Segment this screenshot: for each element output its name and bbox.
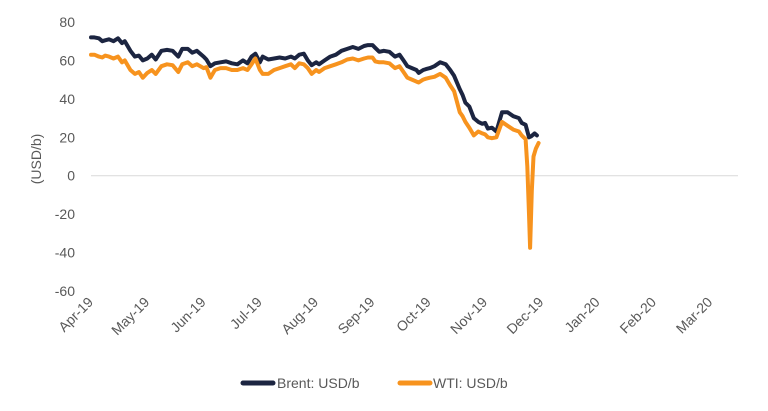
x-tick-labels: Apr-19 May-19 Jun-19 Jul-19 Aug-19 Sep-19 Oct-… <box>55 294 715 338</box>
x-tick-label: Mar-20 <box>673 294 716 337</box>
x-tick-label: Feb-20 <box>616 294 659 337</box>
x-tick-label: Jul-19 <box>227 294 265 332</box>
legend-item-brent: Brent: USD/b <box>240 375 360 391</box>
y-tick-label: -60 <box>55 283 75 299</box>
series-lines <box>89 35 541 250</box>
x-tick-label: Apr-19 <box>55 294 96 335</box>
y-tick-label: 20 <box>59 129 75 145</box>
x-tick-label: Dec-19 <box>503 294 546 337</box>
legend-label: Brent: USD/b <box>277 375 360 391</box>
x-tick-label: Sep-19 <box>334 294 377 337</box>
y-tick-label: 0 <box>67 168 75 184</box>
legend-label: WTI: USD/b <box>433 375 508 391</box>
y-axis-title: (USD/b) <box>28 134 44 185</box>
legend: Brent: USD/b WTI: USD/b <box>240 375 508 391</box>
y-tick-labels: -60 -40 -20 0 20 40 60 80 <box>55 14 75 299</box>
y-tick-label: 40 <box>59 91 75 107</box>
x-tick-label: Jun-19 <box>167 294 209 336</box>
x-tick-label: Nov-19 <box>447 294 490 337</box>
wti-series-line <box>89 52 541 250</box>
x-tick-label: Aug-19 <box>278 294 321 337</box>
x-tick-label: May-19 <box>108 294 152 338</box>
brent-series-line <box>89 35 539 140</box>
y-tick-label: -40 <box>55 245 75 261</box>
legend-item-wti: WTI: USD/b <box>397 375 508 391</box>
x-tick-label: Oct-19 <box>393 294 434 335</box>
y-tick-label: -20 <box>55 206 75 222</box>
y-tick-label: 80 <box>59 14 75 30</box>
x-tick-label: Jan-20 <box>561 294 603 336</box>
y-tick-label: 60 <box>59 52 75 68</box>
